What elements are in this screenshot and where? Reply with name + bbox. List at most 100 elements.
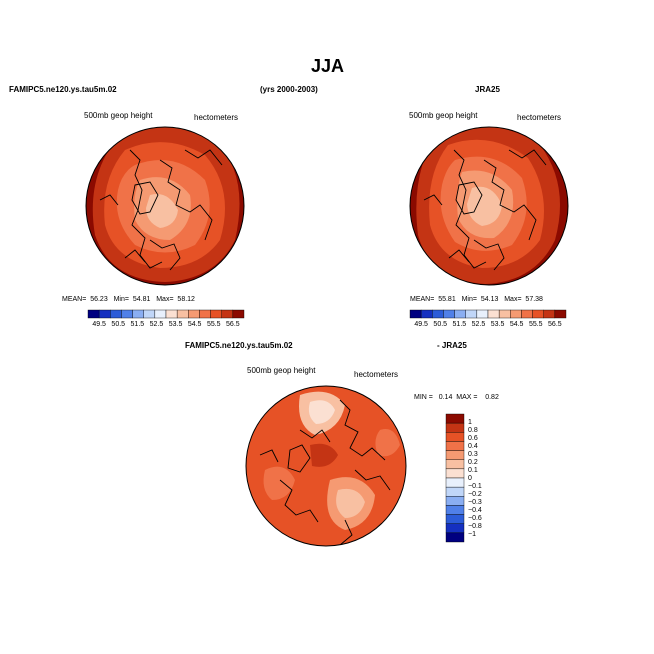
colorbar-tick-label: 56.5 <box>226 321 240 328</box>
colorbar-tick-label: 50.5 <box>111 321 125 328</box>
model-max-label: Max= <box>156 296 174 303</box>
colorbar-swatch <box>121 309 133 319</box>
model-colorbar: 49.5 50.5 51.5 52.5 53.5 54.5 55.5 56.5 <box>87 309 245 328</box>
colorbar-swatch <box>445 459 465 470</box>
colorbar-tick-label: −0.1 <box>468 483 482 490</box>
diff-colorbar: 10.80.60.40.30.20.10−0.1−0.2−0.3−0.4−0.6… <box>445 413 482 543</box>
colorbar-tick-label: 0 <box>468 475 472 482</box>
colorbar-swatch <box>110 309 122 319</box>
colorbar-tick-label: 53.5 <box>491 321 505 328</box>
diff-max-value: 0.82 <box>485 394 499 401</box>
colorbar-swatch <box>445 523 465 534</box>
colorbar-tick-label: 0.1 <box>468 467 478 474</box>
colorbar-swatch <box>532 309 544 319</box>
colorbar-tick-label: 1 <box>468 419 472 426</box>
colorbar-tick-label: 56.5 <box>548 321 562 328</box>
obs-mean-label: MEAN= <box>410 296 435 303</box>
colorbar-tick-label: 51.5 <box>453 321 467 328</box>
colorbar-swatch <box>445 532 465 543</box>
colorbar-tick-label: 55.5 <box>207 321 221 328</box>
years-label: (yrs 2000-2003) <box>260 85 318 94</box>
colorbar-tick-label: 0.4 <box>468 443 478 450</box>
model-min-label: Min= <box>113 296 129 303</box>
obs-min-label: Min= <box>461 296 477 303</box>
obs-min-value: 54.13 <box>480 296 499 303</box>
colorbar-swatch <box>445 422 465 433</box>
colorbar-tick-label: 50.5 <box>433 321 447 328</box>
colorbar-tick-label: 0.6 <box>468 435 478 442</box>
colorbar-swatch <box>454 309 466 319</box>
obs-mean-value: 55.81 <box>438 296 456 303</box>
obs-stats: MEAN= 55.81 Min= 54.13 Max= 57.38 <box>410 296 543 303</box>
colorbar-swatch <box>445 514 465 524</box>
colorbar-swatch <box>543 309 556 319</box>
obs-max-value: 57.38 <box>525 296 543 303</box>
colorbar-tick-label: −0.6 <box>468 515 482 522</box>
colorbar-swatch <box>498 309 511 319</box>
colorbar-swatch <box>445 450 465 460</box>
colorbar-swatch <box>154 309 167 319</box>
colorbar-tick-label: 49.5 <box>92 321 106 328</box>
diff-min-label: MIN = <box>414 394 433 401</box>
colorbar-swatch <box>232 309 245 319</box>
colorbar-tick-label: 52.5 <box>472 321 486 328</box>
diff-model-name: FAMIPC5.ne120.ys.tau5m.02 <box>185 341 293 350</box>
obs-colorbar: 49.5 50.5 51.5 52.5 53.5 54.5 55.5 56.5 <box>409 309 567 328</box>
colorbar-swatch <box>420 309 433 319</box>
colorbar-tick-label: −1 <box>468 531 476 538</box>
colorbar-tick-label: 54.5 <box>510 321 524 328</box>
colorbar-swatch <box>445 505 465 515</box>
colorbar-swatch <box>87 309 100 319</box>
colorbar-swatch <box>409 309 422 319</box>
colorbar-swatch <box>165 309 178 319</box>
colorbar-swatch <box>143 309 156 319</box>
diff-min-value: 0.14 <box>438 394 453 401</box>
colorbar-swatch <box>445 477 465 488</box>
colorbar-swatch <box>199 309 211 319</box>
colorbar-swatch <box>176 309 189 319</box>
colorbar-swatch <box>521 309 533 319</box>
obs-variable-label: 500mb geop height <box>409 111 478 120</box>
model-mean-label: MEAN= <box>62 296 87 303</box>
obs-polar-map <box>409 126 569 286</box>
model-mean-value: 56.23 <box>90 296 108 303</box>
colorbar-swatch <box>432 309 444 319</box>
colorbar-swatch <box>554 309 567 319</box>
colorbar-swatch <box>188 309 200 319</box>
colorbar-swatch <box>132 309 144 319</box>
colorbar-swatch <box>445 432 465 442</box>
model-variable-label: 500mb geop height <box>84 111 153 120</box>
colorbar-tick-label: −0.3 <box>468 499 482 506</box>
obs-units-label: hectometers <box>517 113 562 122</box>
model-polar-map <box>85 126 245 286</box>
diff-stats: MIN = 0.14 MAX = 0.82 <box>414 394 499 401</box>
colorbar-swatch <box>445 486 465 497</box>
model-stats: MEAN= 56.23 Min= 54.81 Max= 58.12 <box>62 296 195 303</box>
model-units-label: hectometers <box>194 113 239 122</box>
colorbar-tick-label: 52.5 <box>150 321 164 328</box>
colorbar-swatch <box>465 309 478 319</box>
colorbar-swatch <box>443 309 455 319</box>
model-case-name: FAMIPC5.ne120.ys.tau5m.02 <box>9 85 117 94</box>
diff-max-label: MAX = <box>456 394 478 401</box>
colorbar-tick-label: −0.4 <box>468 507 482 514</box>
colorbar-swatch <box>445 441 465 451</box>
colorbar-tick-label: 53.5 <box>169 321 183 328</box>
colorbar-swatch <box>210 309 222 319</box>
colorbar-swatch <box>510 309 522 319</box>
colorbar-tick-label: −0.8 <box>468 523 482 530</box>
colorbar-swatch <box>98 309 111 319</box>
colorbar-swatch <box>221 309 234 319</box>
colorbar-tick-label: 49.5 <box>414 321 428 328</box>
model-max-value: 58.12 <box>177 296 195 303</box>
diff-variable-label: 500mb geop height <box>247 366 316 375</box>
colorbar-swatch <box>445 413 465 424</box>
page-title: JJA <box>311 56 345 76</box>
colorbar-swatch <box>445 468 465 479</box>
colorbar-tick-label: 0.2 <box>468 459 478 466</box>
obs-max-label: Max= <box>504 296 522 303</box>
colorbar-swatch <box>445 496 465 506</box>
model-min-value: 54.81 <box>132 296 151 303</box>
diff-units-label: hectometers <box>354 370 399 379</box>
